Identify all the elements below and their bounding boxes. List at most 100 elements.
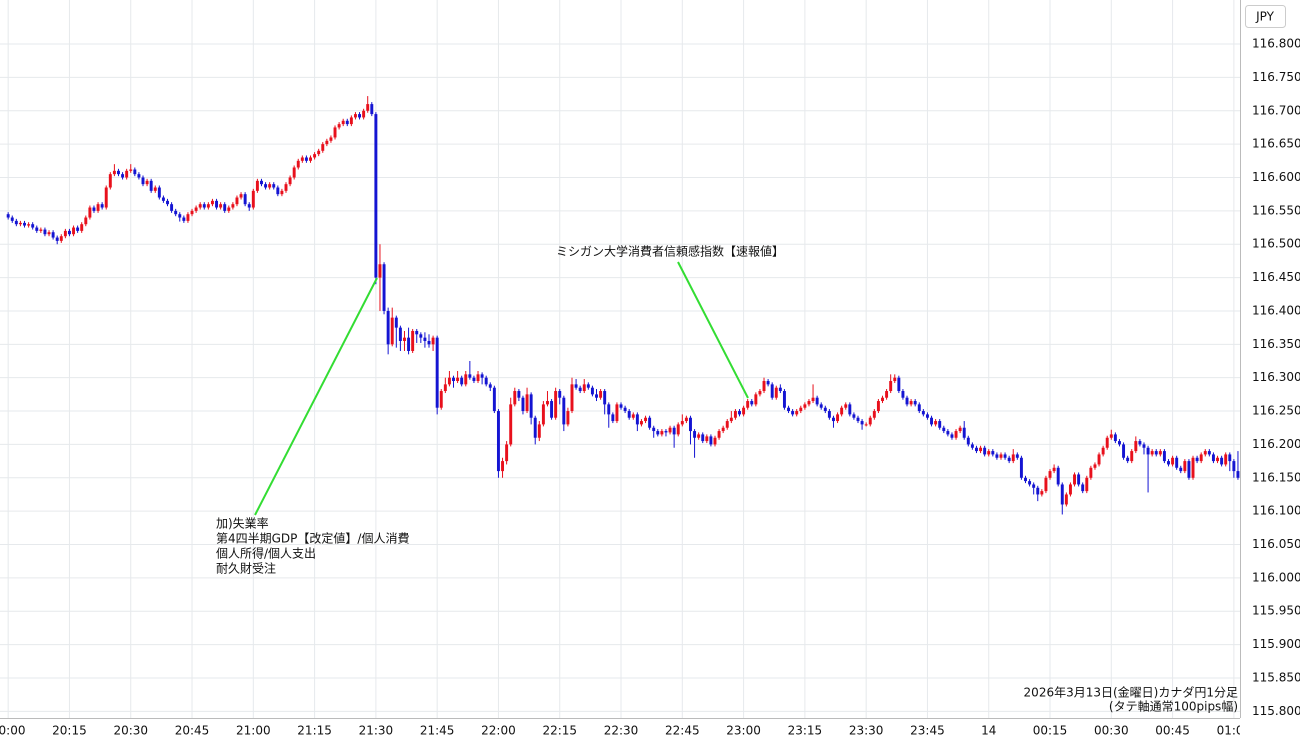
candle-body: [1211, 454, 1215, 462]
candle-body: [382, 264, 386, 311]
candle-body: [1089, 467, 1093, 478]
candle-body: [975, 447, 978, 452]
candle-body: [1085, 477, 1089, 492]
candle-body: [72, 227, 76, 235]
candle-body: [1118, 441, 1121, 445]
candle-body: [827, 411, 831, 418]
candle-body: [897, 377, 901, 392]
candle-body: [223, 204, 227, 211]
candle-body: [472, 377, 476, 382]
candle-body: [1183, 461, 1187, 472]
candle-body: [435, 337, 439, 408]
candle-body: [1216, 457, 1219, 462]
candle-body: [554, 391, 558, 418]
candle-body: [717, 431, 721, 438]
candle-body: [689, 417, 692, 432]
candle-body: [660, 431, 664, 435]
candle-body: [419, 334, 423, 338]
candle-body: [35, 227, 39, 231]
x-tick-label: 20:45: [175, 724, 210, 738]
candle-body: [92, 207, 96, 211]
candle-body: [1048, 471, 1052, 478]
candle-body: [652, 427, 656, 432]
candle-body: [635, 414, 639, 425]
candle-body: [43, 229, 47, 235]
candle-body: [595, 394, 598, 398]
candle-body: [27, 224, 31, 226]
candle-body: [247, 204, 251, 208]
candle-body: [325, 140, 329, 145]
candle-body: [1224, 454, 1228, 465]
candle-body: [1162, 451, 1166, 462]
candle-body: [198, 204, 202, 208]
candle-body: [852, 414, 856, 418]
candle-body: [987, 451, 991, 455]
candle-body: [112, 170, 116, 175]
candle-body: [746, 401, 750, 408]
candle-body: [309, 157, 312, 161]
candle-body: [1142, 444, 1146, 448]
candle-body: [317, 150, 321, 155]
candle-body: [125, 170, 129, 178]
candle-body: [668, 427, 672, 433]
candle-body: [615, 404, 619, 422]
candle-body: [864, 424, 868, 426]
x-tick-label: 22:30: [604, 724, 639, 738]
candle-body: [1105, 437, 1109, 448]
candle-body: [930, 417, 934, 425]
candle-body: [31, 224, 35, 228]
x-tick-label: 21:45: [420, 724, 455, 738]
candle-body: [533, 417, 537, 438]
candle-body: [104, 187, 108, 208]
candle-body: [10, 217, 14, 221]
candle-body: [96, 204, 100, 211]
candle-body: [876, 401, 880, 412]
candle-body: [292, 167, 296, 178]
candle-body: [255, 180, 259, 191]
candle-body: [353, 114, 357, 118]
candle-body: [341, 120, 345, 125]
candle-body: [272, 184, 276, 188]
candle-body: [509, 404, 513, 445]
candle-body: [574, 384, 578, 388]
candle-body: [443, 384, 447, 392]
candle-body: [6, 214, 10, 218]
candle-body: [345, 120, 349, 125]
candle-body: [117, 170, 120, 175]
annotation-text: 耐久財受注: [216, 561, 276, 576]
candle-body: [1191, 457, 1195, 478]
candle-body: [67, 230, 71, 235]
candle-body: [1052, 467, 1056, 472]
y-tick-label: 116.500: [1252, 237, 1300, 251]
candle-body: [1064, 494, 1068, 505]
price-axis-panel: [1240, 0, 1300, 745]
candle-body: [791, 411, 795, 415]
candle-body: [1138, 441, 1142, 445]
candle-body: [1146, 447, 1150, 455]
candle-body: [407, 337, 411, 351]
candle-body: [599, 391, 603, 398]
candle-body: [962, 427, 966, 438]
candle-body: [161, 197, 165, 201]
candle-body: [1179, 467, 1183, 472]
y-tick-label: 116.600: [1252, 170, 1300, 184]
candle-body: [1044, 477, 1048, 492]
x-tick-label: 20:15: [52, 724, 87, 738]
candle-body: [452, 377, 455, 382]
candle-body: [656, 431, 660, 435]
candle-body: [970, 444, 974, 448]
candle-body: [566, 411, 570, 425]
candle-body: [1154, 451, 1158, 455]
candle-body: [590, 387, 594, 395]
candle-body: [958, 427, 962, 432]
candle-body: [362, 110, 366, 118]
candle-body: [88, 207, 92, 218]
candle-body: [823, 407, 827, 412]
y-tick-label: 116.650: [1252, 137, 1300, 151]
x-tick-label: 22:45: [665, 724, 700, 738]
candle-body: [358, 114, 362, 118]
candle-body: [832, 417, 835, 422]
candle-body: [210, 200, 214, 205]
